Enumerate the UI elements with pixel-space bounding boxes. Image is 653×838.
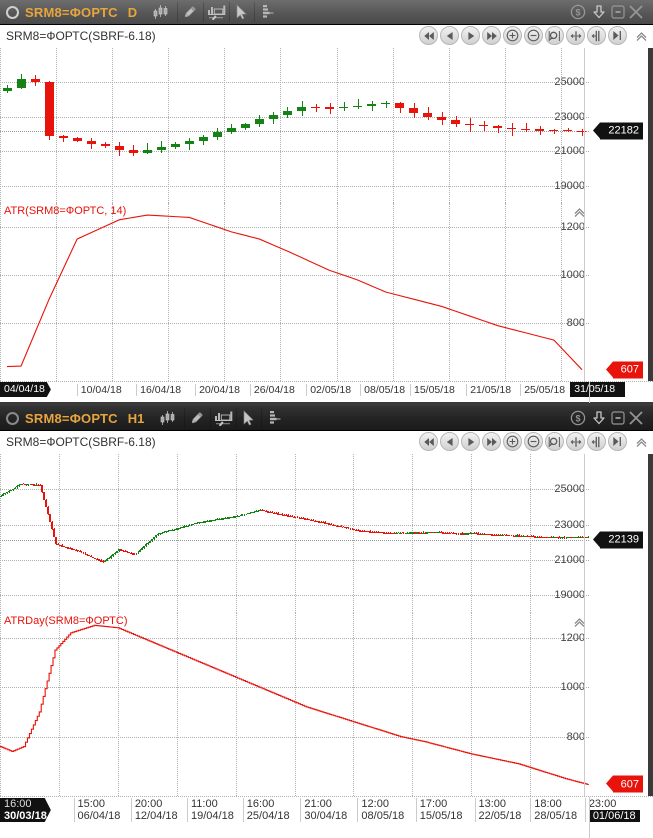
svg-text:$: $ xyxy=(575,413,580,423)
svg-text:$: $ xyxy=(575,7,580,17)
